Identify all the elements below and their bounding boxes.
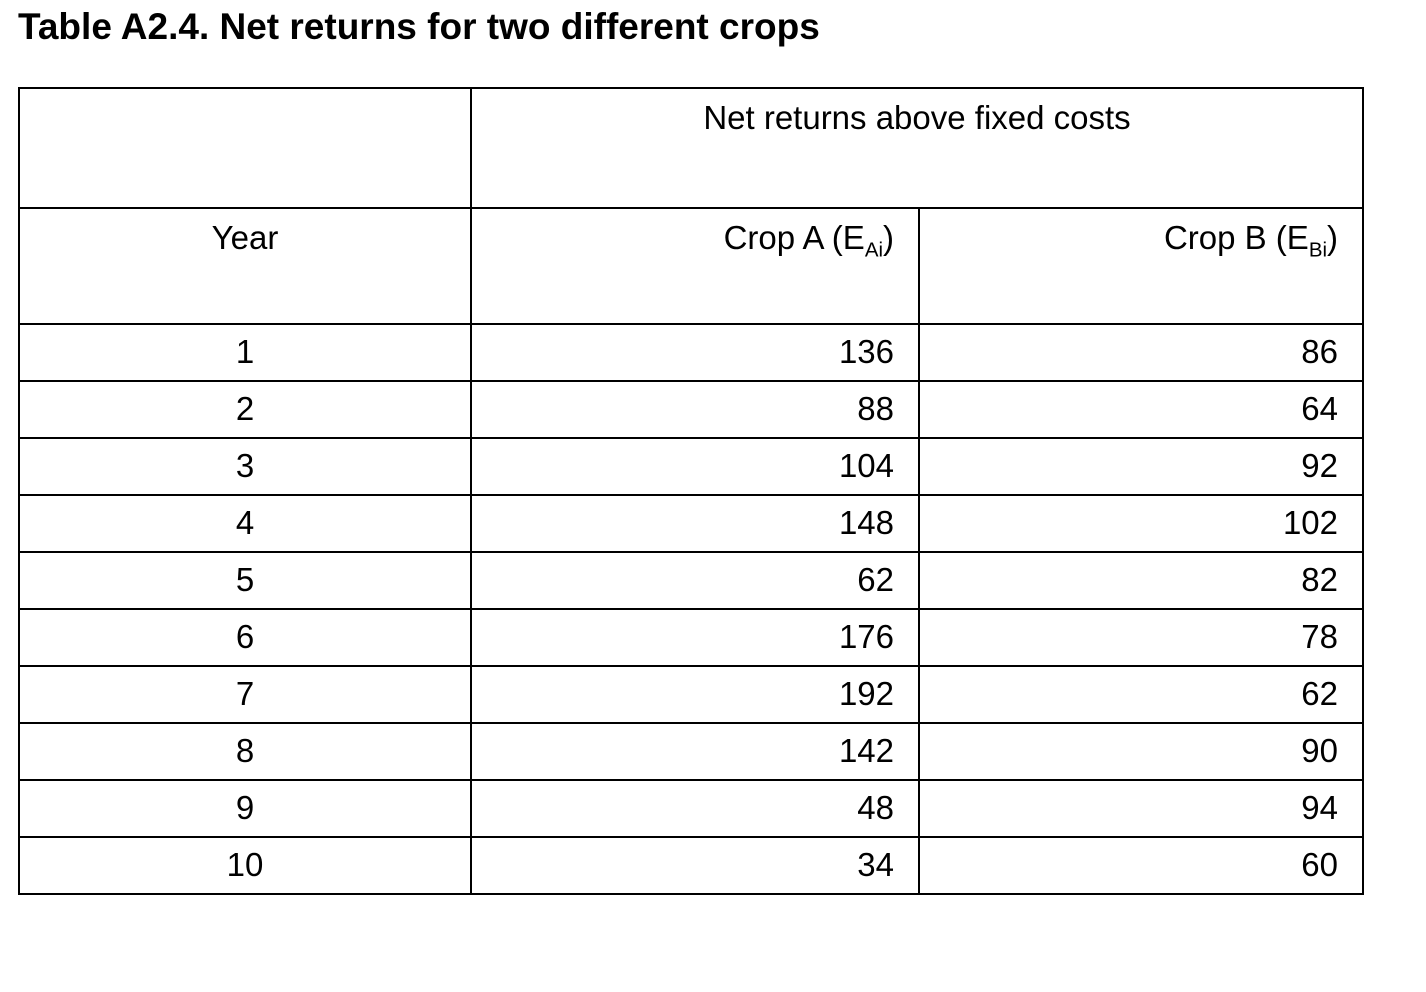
spanning-header: Net returns above fixed costs xyxy=(470,86,1364,209)
table-row: 1 136 86 xyxy=(18,322,1364,382)
crop-b-value: 94 xyxy=(918,778,1364,838)
crop-b-header-prefix: Crop B (E xyxy=(1163,218,1309,256)
crop-a-value: 48 xyxy=(470,778,920,838)
crop-a-value: 88 xyxy=(470,379,920,439)
table-row: 5 62 82 xyxy=(18,550,1364,610)
crop-b-value: 60 xyxy=(918,835,1364,895)
crop-a-value: 62 xyxy=(470,550,920,610)
crop-a-header-suffix: ) xyxy=(883,218,894,256)
crop-b-header-subscript: Bi xyxy=(1308,238,1327,262)
table-row: 10 34 60 xyxy=(18,835,1364,895)
crop-b-column-header: Crop B (EBi) xyxy=(918,206,1364,325)
empty-header-cell xyxy=(18,86,472,209)
crop-a-value: 192 xyxy=(470,664,920,724)
crop-a-value: 136 xyxy=(470,322,920,382)
crop-a-column-header: Crop A (EAi) xyxy=(470,206,920,325)
crop-a-value: 104 xyxy=(470,436,920,496)
year-column-header: Year xyxy=(18,206,472,325)
year-cell: 8 xyxy=(18,721,472,781)
crop-a-value: 176 xyxy=(470,607,920,667)
year-cell: 6 xyxy=(18,607,472,667)
table-row: 9 48 94 xyxy=(18,778,1364,838)
year-cell: 3 xyxy=(18,436,472,496)
table-title: Table A2.4. Net returns for two differen… xyxy=(18,6,820,47)
crop-a-value: 34 xyxy=(470,835,920,895)
column-header-row: Year Crop A (EAi) Crop B (EBi) xyxy=(18,206,1364,325)
crop-b-value: 90 xyxy=(918,721,1364,781)
crop-b-value: 86 xyxy=(918,322,1364,382)
table-row: 2 88 64 xyxy=(18,379,1364,439)
table-row: 7 192 62 xyxy=(18,664,1364,724)
crop-a-value: 142 xyxy=(470,721,920,781)
page-content: Table A2.4. Net returns for two differen… xyxy=(18,6,1364,895)
year-cell: 1 xyxy=(18,322,472,382)
year-cell: 9 xyxy=(18,778,472,838)
crop-a-value: 148 xyxy=(470,493,920,553)
year-cell: 2 xyxy=(18,379,472,439)
crop-a-header-subscript: Ai xyxy=(864,238,883,262)
crop-b-value: 78 xyxy=(918,607,1364,667)
crop-b-value: 62 xyxy=(918,664,1364,724)
crop-b-value: 82 xyxy=(918,550,1364,610)
table-row: 3 104 92 xyxy=(18,436,1364,496)
year-cell: 4 xyxy=(18,493,472,553)
crop-b-value: 64 xyxy=(918,379,1364,439)
year-cell: 7 xyxy=(18,664,472,724)
table-row: 8 142 90 xyxy=(18,721,1364,781)
crop-a-header-prefix: Crop A (E xyxy=(723,218,865,256)
year-cell: 5 xyxy=(18,550,472,610)
net-returns-table: Net returns above fixed costs Year Crop … xyxy=(18,86,1364,895)
crop-b-value: 92 xyxy=(918,436,1364,496)
table-row: 6 176 78 xyxy=(18,607,1364,667)
year-cell: 10 xyxy=(18,835,472,895)
crop-b-header-suffix: ) xyxy=(1327,218,1338,256)
crop-b-value: 102 xyxy=(918,493,1364,553)
spanning-header-row: Net returns above fixed costs xyxy=(18,86,1364,209)
table-row: 4 148 102 xyxy=(18,493,1364,553)
